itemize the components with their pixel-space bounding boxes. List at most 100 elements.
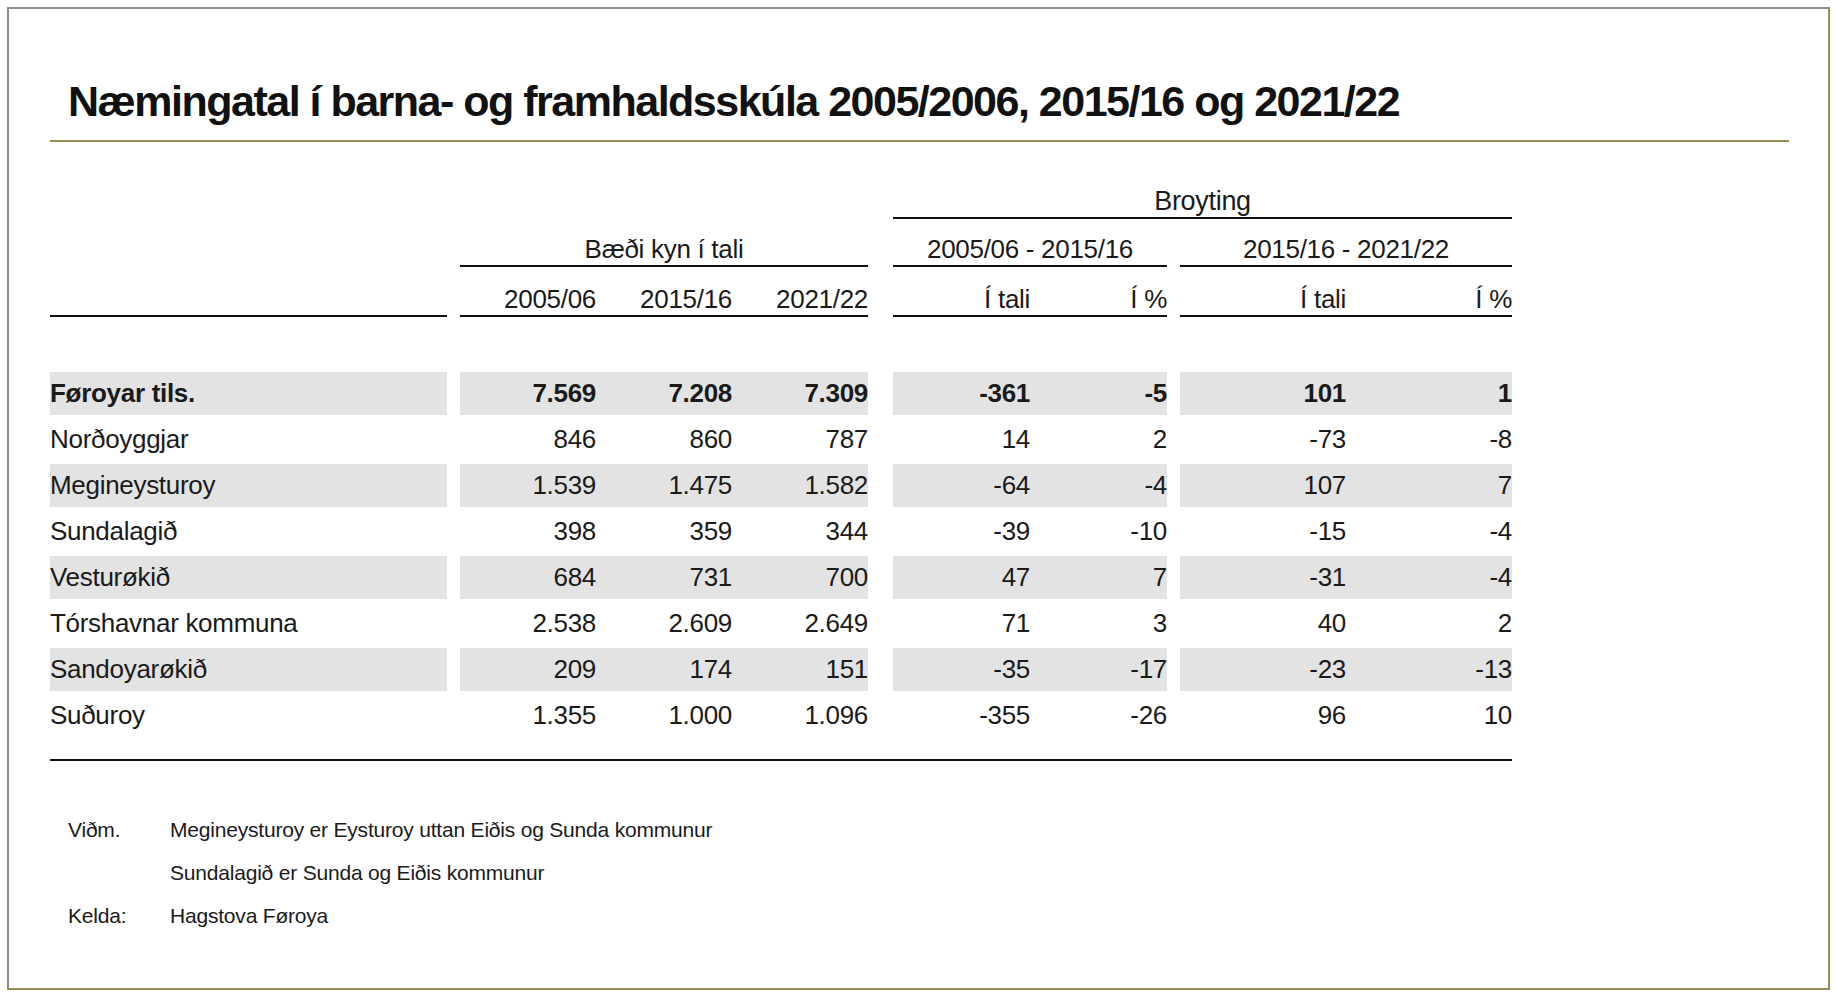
value-change1-count: 71 xyxy=(893,600,1030,646)
column-header-ipct-2: Í % xyxy=(1346,266,1512,316)
header-spacer xyxy=(50,316,1512,370)
value-change2-count: 101 xyxy=(1180,370,1346,416)
group-header-change-2015-2021: 2015/16 - 2021/22 xyxy=(1180,218,1512,266)
column-gap xyxy=(447,416,460,462)
blank-cell xyxy=(1167,218,1180,266)
value-2021-22: 1.096 xyxy=(732,692,868,738)
blank-cell xyxy=(868,266,893,316)
value-2021-22: 151 xyxy=(732,646,868,692)
value-change1-count: -355 xyxy=(893,692,1030,738)
page-title: Næmingatal í barna- og framhaldsskúla 20… xyxy=(68,77,1399,126)
value-change1-count: 14 xyxy=(893,416,1030,462)
value-2015-16: 2.609 xyxy=(596,600,732,646)
value-change1-pct: -10 xyxy=(1030,508,1167,554)
column-gap xyxy=(1167,600,1180,646)
group-header-broyting: Broyting xyxy=(893,158,1512,218)
value-2015-16: 1.000 xyxy=(596,692,732,738)
value-2015-16: 7.208 xyxy=(596,370,732,416)
column-gap xyxy=(447,554,460,600)
value-2005-06: 1.355 xyxy=(460,692,596,738)
value-2005-06: 684 xyxy=(460,554,596,600)
footnotes: Viðm. Megineysturoy er Eysturoy uttan Ei… xyxy=(68,818,712,947)
broyting-header-row: Broyting xyxy=(50,158,1512,218)
value-2021-22: 2.649 xyxy=(732,600,868,646)
value-2015-16: 1.475 xyxy=(596,462,732,508)
value-change1-pct: 7 xyxy=(1030,554,1167,600)
column-gap xyxy=(868,370,893,416)
column-gap xyxy=(447,508,460,554)
page: Næmingatal í barna- og framhaldsskúla 20… xyxy=(0,0,1837,1000)
column-gap xyxy=(1167,370,1180,416)
column-gap xyxy=(868,554,893,600)
table-body: Føroyar tils. 7.569 7.208 7.309 -361 -5 … xyxy=(50,370,1512,738)
title-underline xyxy=(50,140,1789,142)
value-change1-pct: -4 xyxy=(1030,462,1167,508)
value-2005-06: 846 xyxy=(460,416,596,462)
value-change1-count: 47 xyxy=(893,554,1030,600)
value-change1-count: -361 xyxy=(893,370,1030,416)
blank-cell xyxy=(50,266,447,316)
footnote-text-1: Megineysturoy er Eysturoy uttan Eiðis og… xyxy=(170,818,712,842)
value-2021-22: 1.582 xyxy=(732,462,868,508)
column-gap xyxy=(868,646,893,692)
group-header-change-2005-2015: 2005/06 - 2015/16 xyxy=(893,218,1167,266)
footnote-row-2: Sundalagið er Sunda og Eiðis kommunur xyxy=(68,861,712,885)
column-header-itali-2: Í tali xyxy=(1180,266,1346,316)
table-row: Norðoyggjar 846 860 787 14 2 -73 -8 xyxy=(50,416,1512,462)
value-change2-count: -31 xyxy=(1180,554,1346,600)
table-row: Føroyar tils. 7.569 7.208 7.309 -361 -5 … xyxy=(50,370,1512,416)
region-label: Føroyar tils. xyxy=(50,370,447,416)
table-row: Tórshavnar kommuna 2.538 2.609 2.649 71 … xyxy=(50,600,1512,646)
region-label: Suðuroy xyxy=(50,692,447,738)
value-change2-count: 96 xyxy=(1180,692,1346,738)
value-change1-pct: -17 xyxy=(1030,646,1167,692)
column-gap xyxy=(447,600,460,646)
blank-cell xyxy=(1167,266,1180,316)
footnote-label: Viðm. xyxy=(68,818,170,842)
value-change2-count: 40 xyxy=(1180,600,1346,646)
source-row: Kelda: Hagstova Føroya xyxy=(68,904,712,928)
column-header-2015-16: 2015/16 xyxy=(596,266,732,316)
column-gap xyxy=(447,692,460,738)
value-change2-pct: 7 xyxy=(1346,462,1512,508)
table-bottom-rule xyxy=(50,738,1512,760)
value-2005-06: 1.539 xyxy=(460,462,596,508)
region-label: Norðoyggjar xyxy=(50,416,447,462)
value-change1-pct: -5 xyxy=(1030,370,1167,416)
value-2021-22: 344 xyxy=(732,508,868,554)
value-change1-pct: 2 xyxy=(1030,416,1167,462)
value-change2-pct: -4 xyxy=(1346,508,1512,554)
value-change1-pct: -26 xyxy=(1030,692,1167,738)
region-label: Sundalagið xyxy=(50,508,447,554)
table-row: Sandoyarøkið 209 174 151 -35 -17 -23 -13 xyxy=(50,646,1512,692)
value-2005-06: 7.569 xyxy=(460,370,596,416)
column-gap xyxy=(868,416,893,462)
value-2005-06: 209 xyxy=(460,646,596,692)
table-row: Sundalagið 398 359 344 -39 -10 -15 -4 xyxy=(50,508,1512,554)
column-header-2021-22: 2021/22 xyxy=(732,266,868,316)
column-gap xyxy=(868,692,893,738)
value-2005-06: 2.538 xyxy=(460,600,596,646)
value-change2-pct: -4 xyxy=(1346,554,1512,600)
value-change1-pct: 3 xyxy=(1030,600,1167,646)
region-label: Tórshavnar kommuna xyxy=(50,600,447,646)
value-change2-count: -23 xyxy=(1180,646,1346,692)
value-change2-pct: 2 xyxy=(1346,600,1512,646)
region-label: Vesturøkið xyxy=(50,554,447,600)
column-header-itali-1: Í tali xyxy=(893,266,1030,316)
column-gap xyxy=(868,462,893,508)
column-gap xyxy=(1167,646,1180,692)
blank-cell xyxy=(50,158,893,218)
group-header-both-sexes: Bæði kyn í tali xyxy=(460,218,868,266)
value-change1-count: -35 xyxy=(893,646,1030,692)
column-gap xyxy=(1167,462,1180,508)
value-change2-count: -73 xyxy=(1180,416,1346,462)
table-row: Suðuroy 1.355 1.000 1.096 -355 -26 96 10 xyxy=(50,692,1512,738)
region-label: Sandoyarøkið xyxy=(50,646,447,692)
value-2005-06: 398 xyxy=(460,508,596,554)
region-label: Megineysturoy xyxy=(50,462,447,508)
column-gap xyxy=(447,646,460,692)
column-header-row: 2005/06 2015/16 2021/22 Í tali Í % Í tal… xyxy=(50,266,1512,316)
column-header-2005-06: 2005/06 xyxy=(460,266,596,316)
column-gap xyxy=(1167,554,1180,600)
